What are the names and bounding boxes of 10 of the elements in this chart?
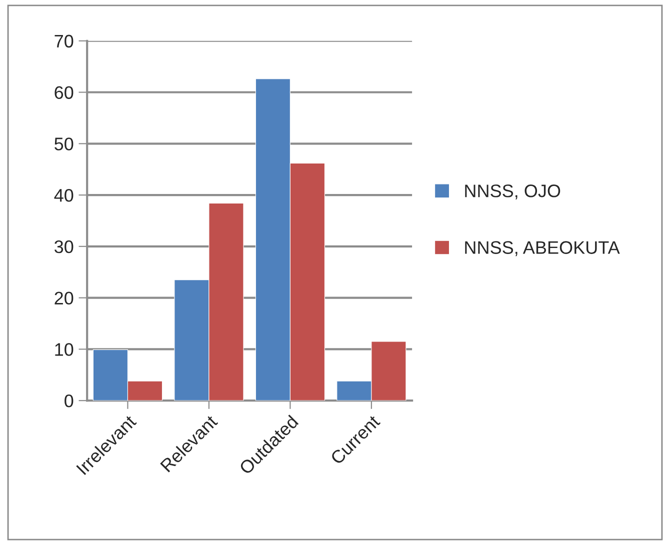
y-tick-label: 0 bbox=[64, 394, 74, 408]
y-tick-label: 70 bbox=[54, 34, 74, 48]
y-tick-label: 60 bbox=[54, 86, 74, 99]
y-tick-label: 50 bbox=[54, 138, 74, 150]
legend-label: NNSS, ABEOKUTA bbox=[465, 241, 620, 256]
legend-label: NNSS, OJO bbox=[465, 184, 560, 200]
y-tick-label: 30 bbox=[54, 240, 74, 254]
y-tick-label: 10 bbox=[55, 343, 74, 356]
y-tick-label: 20 bbox=[54, 292, 74, 305]
y-tick-label: 40 bbox=[54, 188, 74, 202]
